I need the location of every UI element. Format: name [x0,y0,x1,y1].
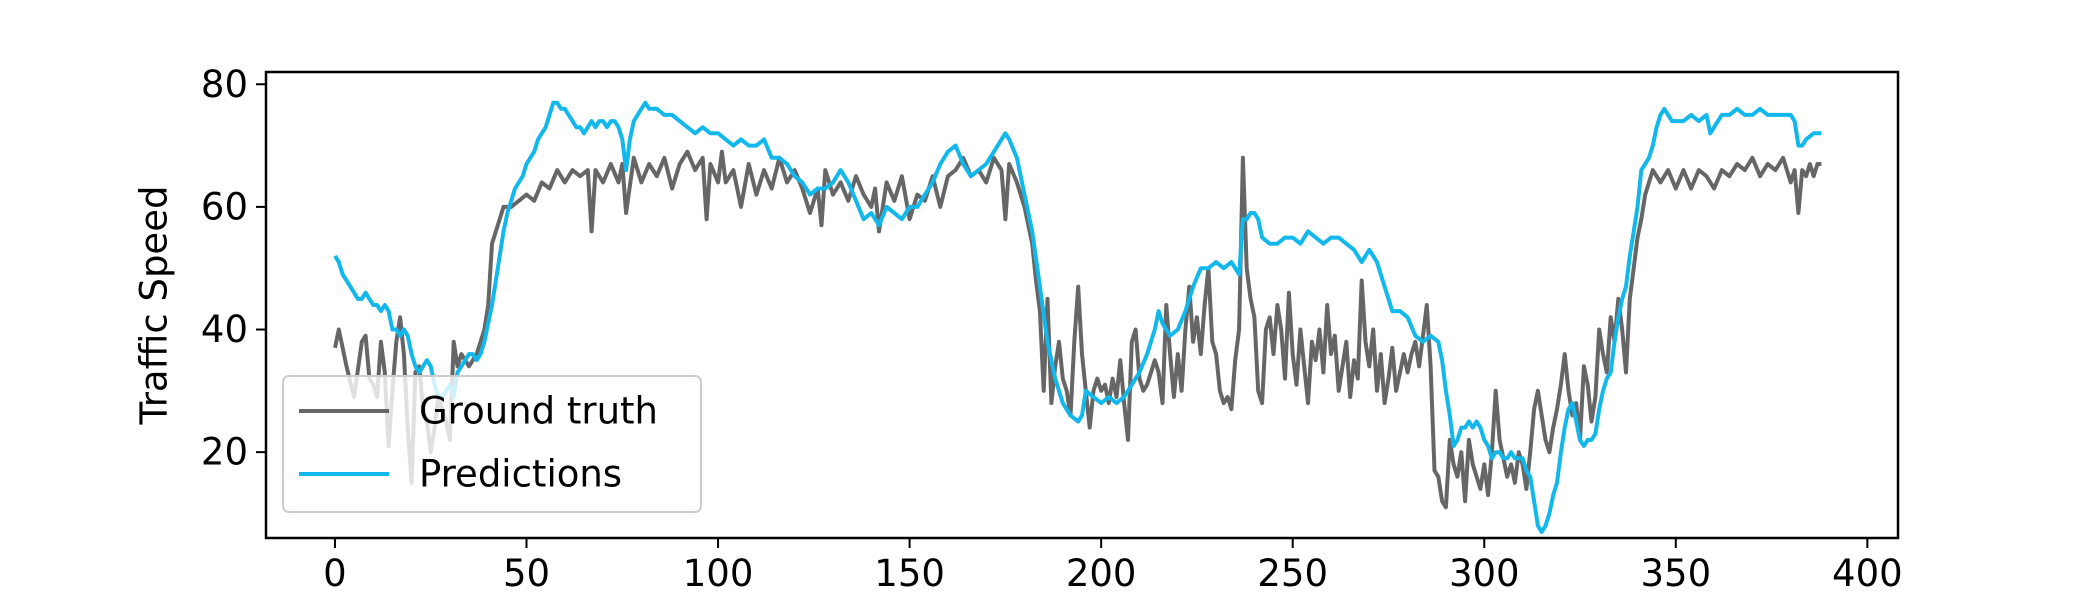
x-axis: 0 50 100 150 200 250 300 350 400 [323,538,1903,595]
plot-frame [264,70,1900,540]
y-tick-label: 60 [201,185,248,228]
legend-label-predictions: Predictions [419,453,622,496]
y-tick-label: 40 [201,308,248,351]
y-tick-label: 20 [201,431,248,474]
x-tick-label: 200 [1066,552,1137,595]
series-line-ground-truth [333,149,1822,510]
series-line-predictions [333,100,1822,534]
x-tick-label: 0 [323,552,347,595]
x-tick-label: 50 [503,552,550,595]
x-tick-label: 300 [1449,552,1520,595]
x-tick-label: 100 [683,552,754,595]
legend: Ground truth Predictions [282,375,702,513]
y-axis-label: Traffic Speed [133,186,176,426]
x-tick-label: 150 [874,552,945,595]
plot-lines [333,100,1822,534]
legend-label-ground-truth: Ground truth [419,390,658,433]
x-tick-label: 400 [1832,552,1903,595]
y-axis: 20 40 60 80 [201,63,266,474]
y-tick-label: 80 [201,63,248,106]
x-tick-label: 350 [1640,552,1711,595]
x-tick-label: 250 [1257,552,1328,595]
